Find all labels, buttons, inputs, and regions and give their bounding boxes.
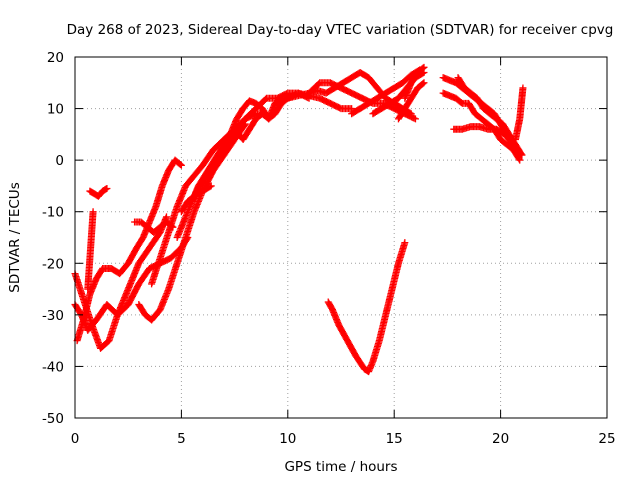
- series-arc-4: [86, 185, 111, 200]
- x-axis-label: GPS time / hours: [284, 459, 397, 475]
- y-tick-label: -20: [42, 256, 64, 272]
- data-point: [517, 150, 525, 158]
- data-point: [103, 185, 111, 193]
- y-tick-label: -30: [42, 308, 64, 324]
- x-tick-label: 10: [279, 431, 296, 447]
- x-tick-label: 25: [598, 431, 615, 447]
- axis-ticks: 0 5 10 15 20 25 -50 -40 -30 -20 -10 0 10 20: [42, 50, 616, 447]
- data-point: [176, 160, 184, 168]
- data-point: [419, 64, 427, 72]
- x-tick-label: 5: [177, 431, 186, 447]
- data-point: [207, 182, 215, 190]
- y-tick-label: -50: [42, 411, 64, 427]
- y-tick-label: 20: [47, 50, 64, 66]
- series-arc-19: [324, 239, 409, 376]
- data-point: [89, 208, 97, 216]
- data-point: [401, 239, 409, 247]
- data-point: [420, 63, 428, 71]
- series-arc-24: [511, 84, 527, 144]
- series-arc-1: [71, 213, 171, 352]
- data-point: [518, 151, 526, 159]
- data-point: [519, 84, 527, 92]
- y-tick-label: 10: [47, 102, 64, 118]
- series-arc-11: [177, 182, 215, 216]
- series-arc-23: [450, 123, 526, 159]
- data-point: [406, 109, 414, 117]
- y-tick-label: -10: [42, 205, 64, 221]
- plot-frame: [74, 56, 608, 419]
- data-point: [419, 80, 427, 88]
- series-arc-18: [401, 63, 428, 102]
- chart-title: Day 268 of 2023, Sidereal Day-to-day VTE…: [67, 22, 614, 38]
- data-point: [420, 79, 428, 87]
- x-tick-label: 0: [71, 431, 80, 447]
- data-point: [177, 161, 185, 169]
- data-point: [206, 183, 214, 191]
- data-point: [407, 110, 415, 118]
- x-tick-label: 15: [386, 431, 403, 447]
- series-arc-5: [84, 208, 97, 293]
- data-point: [411, 115, 419, 123]
- data-series: [71, 63, 527, 376]
- data-point: [516, 156, 524, 164]
- y-tick-label: 0: [55, 153, 64, 169]
- x-tick-label: 20: [492, 431, 509, 447]
- series-arc-17: [394, 79, 428, 123]
- y-axis-label: SDTVAR / TECUs: [7, 182, 23, 292]
- y-tick-label: -40: [42, 359, 64, 375]
- data-point: [515, 155, 523, 163]
